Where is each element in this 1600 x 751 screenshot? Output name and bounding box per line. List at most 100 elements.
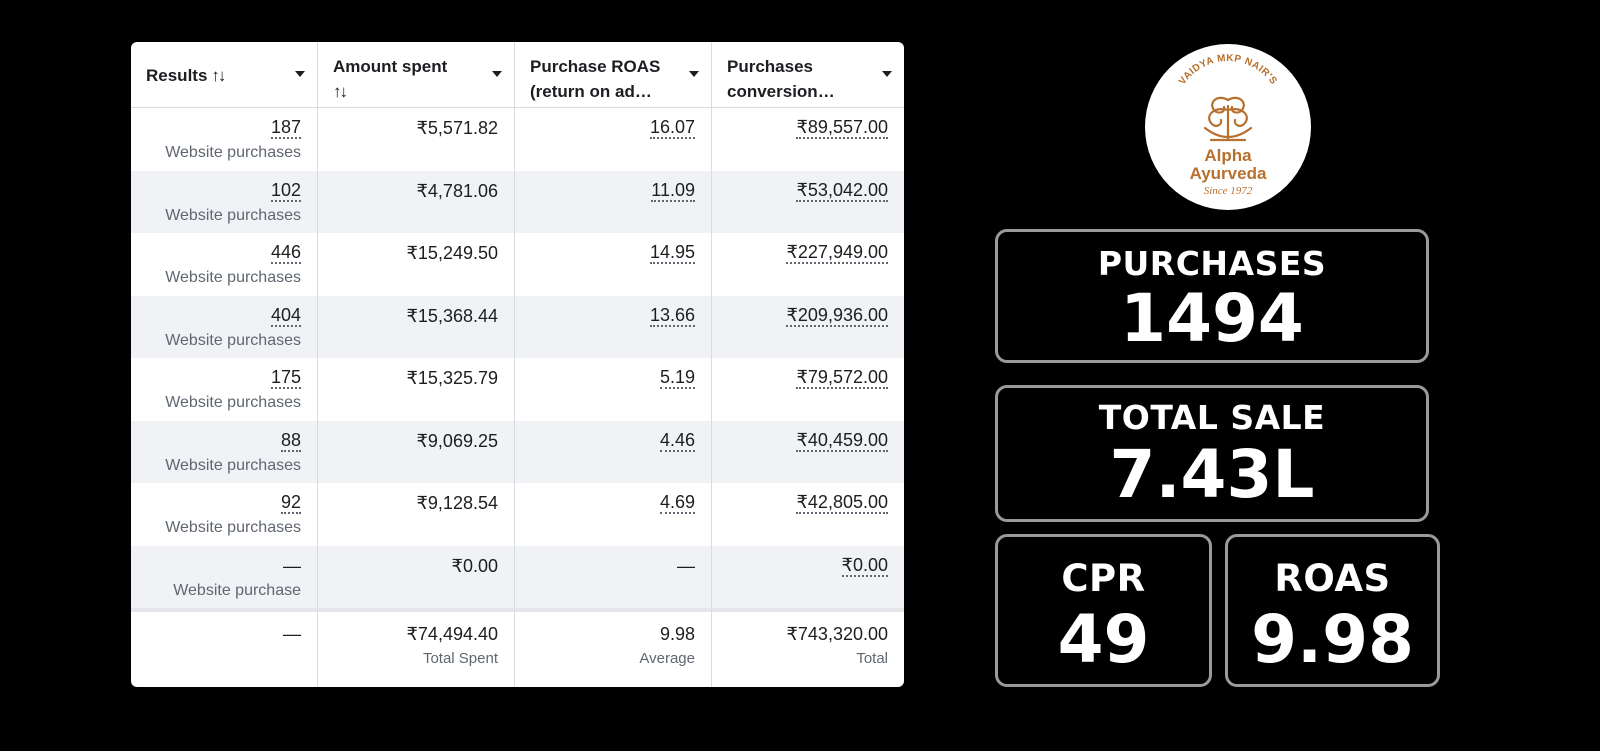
table-cell-purchases-conversion: ₹79,572.00 <box>712 358 904 421</box>
cell-value[interactable]: 4.46 <box>659 429 695 452</box>
cell-value[interactable]: 187 <box>270 117 301 139</box>
dropdown-caret-icon[interactable] <box>689 71 699 77</box>
table-cell-purchase-roas: 11.09 <box>515 170 711 233</box>
table-cell-purchases-conversion: ₹42,805.00 <box>712 483 904 546</box>
total-label: Total Spent <box>422 650 498 667</box>
column-results: Results ↑↓ 187 Website purchases 102 Website … <box>131 42 318 687</box>
table-cell-results: 446 Website purchases <box>131 233 317 296</box>
table-cell-purchase-roas: 13.66 <box>515 295 711 358</box>
result-type-label: Website purchases <box>165 206 301 224</box>
table-cell-purchases-conversion: ₹0.00 <box>712 545 904 608</box>
cell-value[interactable]: ₹53,042.00 <box>796 179 888 202</box>
cell-value[interactable]: 14.95 <box>649 242 695 264</box>
cell-value: — <box>283 555 301 576</box>
total-label: Average <box>639 650 695 667</box>
cell-value[interactable]: 175 <box>270 367 301 389</box>
cell-value[interactable]: 88 <box>280 429 301 452</box>
total-cell-amount-spent: ₹74,494.40 Total Spent <box>318 608 514 687</box>
table-cell-purchase-roas: — <box>515 545 711 608</box>
table-cell-purchase-roas: 4.69 <box>515 483 711 546</box>
total-label: Total <box>856 650 888 667</box>
cpr-value: 49 <box>1057 601 1150 678</box>
table-cell-purchase-roas: 4.46 <box>515 420 711 483</box>
table-cell-amount-spent: ₹5,571.82 <box>318 108 514 171</box>
purchases-value: 1494 <box>1120 280 1304 357</box>
table-cell-purchases-conversion: ₹89,557.00 <box>712 108 904 171</box>
table-cell-amount-spent: ₹9,128.54 <box>318 483 514 546</box>
table-cell-results: 404 Website purchases <box>131 295 317 358</box>
total-cell-purchases-conversion: ₹743,320.00 Total <box>712 608 904 687</box>
dropdown-caret-icon[interactable] <box>295 71 305 77</box>
table-cell-amount-spent: ₹15,368.44 <box>318 295 514 358</box>
result-type-label: Website purchase <box>173 581 301 599</box>
logo-line-2: Ayurveda <box>1189 164 1267 183</box>
column-header-purchases-conversion[interactable]: Purchases conversion… <box>712 42 904 108</box>
total-value: ₹74,494.40 <box>406 624 498 644</box>
sort-icon[interactable]: ↑↓ <box>333 82 348 101</box>
cell-value[interactable]: ₹42,805.00 <box>796 492 888 514</box>
sort-icon[interactable]: ↑↓ <box>211 66 226 85</box>
cell-value: ₹15,368.44 <box>406 305 498 326</box>
cell-value[interactable]: 5.19 <box>659 367 695 389</box>
cell-value[interactable]: ₹89,557.00 <box>796 117 888 139</box>
cell-value: ₹4,781.06 <box>416 180 498 201</box>
header-label: Results <box>146 66 208 85</box>
purchases-card: PURCHASES 1494 <box>995 229 1429 363</box>
table-cell-results: 92 Website purchases <box>131 483 317 546</box>
column-header-results[interactable]: Results ↑↓ <box>131 42 317 108</box>
table-cell-results: 175 Website purchases <box>131 358 317 421</box>
table-cell-purchase-roas: 14.95 <box>515 233 711 296</box>
table-cell-purchases-conversion: ₹53,042.00 <box>712 170 904 233</box>
cell-value[interactable]: 16.07 <box>649 117 695 139</box>
header-label: Purchases <box>727 57 813 76</box>
cell-value[interactable]: 102 <box>270 179 301 202</box>
purchases-label: PURCHASES <box>1097 244 1327 283</box>
table-cell-purchases-conversion: ₹227,949.00 <box>712 233 904 296</box>
column-header-amount-spent[interactable]: Amount spent ↑↓ <box>318 42 514 108</box>
cell-value[interactable]: ₹79,572.00 <box>796 367 888 389</box>
table-cell-amount-spent: ₹15,325.79 <box>318 358 514 421</box>
cell-value[interactable]: 404 <box>270 304 301 327</box>
column-purchases-conversion: Purchases conversion… ₹89,557.00 ₹53,042.00… <box>712 42 904 687</box>
cell-value[interactable]: ₹227,949.00 <box>786 242 888 264</box>
cell-value: ₹15,249.50 <box>406 243 498 263</box>
cell-value[interactable]: 4.69 <box>659 492 695 514</box>
cpr-card: CPR 49 <box>995 534 1212 687</box>
cell-value[interactable]: 11.09 <box>651 179 695 202</box>
cpr-label: CPR <box>1061 557 1146 600</box>
cell-value[interactable]: 13.66 <box>649 304 695 327</box>
cell-value[interactable]: ₹0.00 <box>841 554 888 577</box>
total-sale-value: 7.43L <box>1109 436 1315 513</box>
table-cell-amount-spent: ₹15,249.50 <box>318 233 514 296</box>
total-value: ₹743,320.00 <box>786 624 888 644</box>
cell-value[interactable]: 446 <box>270 242 301 264</box>
cell-value[interactable]: ₹40,459.00 <box>796 429 888 452</box>
table-cell-results: 187 Website purchases <box>131 108 317 171</box>
total-cell-results: — <box>131 608 317 687</box>
table-cell-purchase-roas: 16.07 <box>515 108 711 171</box>
header-label-line-2: (return on ad… <box>530 82 652 101</box>
total-sale-card: TOTAL SALE 7.43L <box>995 385 1429 522</box>
header-label: Amount spent <box>333 57 448 76</box>
cell-value[interactable]: ₹209,936.00 <box>786 304 888 327</box>
logo-since: Since 1972 <box>1203 185 1253 197</box>
roas-value: 9.98 <box>1251 601 1414 678</box>
logo-emblem: VAIDYA MKP NAIR'S <box>1177 53 1279 142</box>
result-type-label: Website purchases <box>165 519 301 536</box>
dropdown-caret-icon[interactable] <box>492 71 502 77</box>
roas-label: ROAS <box>1274 557 1391 600</box>
column-purchase-roas: Purchase ROAS (return on ad… 16.07 11.09 14.… <box>515 42 712 687</box>
ads-results-table: Results ↑↓ 187 Website purchases 102 Website … <box>131 42 904 687</box>
result-type-label: Website purchases <box>165 144 301 161</box>
cell-value[interactable]: 92 <box>280 492 301 514</box>
total-sale-label: TOTAL SALE <box>1098 398 1326 437</box>
dropdown-caret-icon[interactable] <box>882 71 892 77</box>
cell-value: ₹15,325.79 <box>406 368 498 388</box>
svg-text:VAIDYA MKP NAIR'S: VAIDYA MKP NAIR'S <box>1177 53 1279 87</box>
table-cell-amount-spent: ₹9,069.25 <box>318 420 514 483</box>
cell-value: ₹9,128.54 <box>416 493 498 513</box>
table-cell-purchase-roas: 5.19 <box>515 358 711 421</box>
column-header-purchase-roas[interactable]: Purchase ROAS (return on ad… <box>515 42 711 108</box>
logo-wordmark: Alpha Ayurveda <box>1145 147 1311 183</box>
header-label: Purchase ROAS <box>530 57 661 76</box>
